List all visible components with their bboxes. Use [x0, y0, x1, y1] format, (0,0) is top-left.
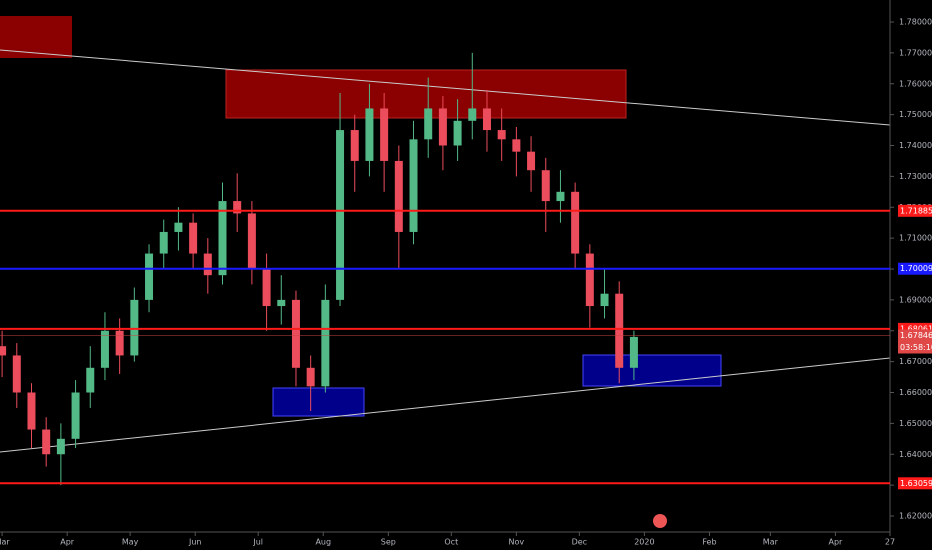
candle-body	[0, 346, 7, 356]
candle-body	[424, 108, 433, 140]
x-tick-label: Apr	[60, 538, 75, 547]
candle-body	[380, 108, 389, 161]
candle-body	[233, 201, 242, 214]
candle-body	[159, 231, 168, 254]
candle-body	[394, 160, 403, 232]
y-tick-label: 1.62000	[899, 512, 932, 521]
candle-body	[130, 299, 139, 356]
y-tick-label: 1.64000	[899, 450, 932, 459]
y-tick-label: 1.77000	[899, 48, 932, 57]
level-label-bg	[898, 477, 932, 490]
y-tick-label: 1.67000	[899, 357, 932, 366]
candle-body	[27, 392, 36, 430]
x-tick-label: Nov	[509, 538, 525, 547]
level-label: 1.71885	[900, 206, 932, 215]
y-tick-label: 1.76000	[899, 79, 932, 88]
candle-body	[541, 170, 550, 202]
candle-body	[512, 139, 521, 152]
candle-body	[409, 139, 418, 232]
x-tick-label: Oct	[444, 538, 458, 547]
last-price-label: 1.67846	[900, 331, 932, 340]
candle-body	[571, 191, 580, 254]
candle-body	[86, 367, 95, 393]
level-label: 1.70009	[900, 264, 932, 273]
x-tick-label: Apr	[829, 538, 844, 547]
x-tick-label: Mar	[763, 538, 779, 547]
candle-body	[56, 438, 65, 455]
candle-body	[321, 299, 330, 387]
x-tick-label: 2020	[634, 538, 654, 547]
level-label: 1.68061	[900, 324, 932, 333]
candle-body	[174, 222, 183, 232]
y-tick-label: 1.75000	[899, 110, 932, 119]
y-tick-label: 1.78000	[899, 18, 932, 27]
level-label-bg	[898, 204, 932, 217]
candle-body	[350, 130, 359, 161]
candle-body	[585, 253, 594, 307]
x-tick-label: Jul	[252, 538, 263, 547]
candle-body	[71, 392, 80, 439]
demand-zone	[582, 354, 722, 387]
candle-body	[527, 151, 536, 171]
y-tick-label: 1.65000	[899, 419, 932, 428]
x-tick-label: Feb	[702, 538, 716, 547]
event-badge[interactable]	[653, 514, 667, 528]
annotations	[0, 16, 891, 453]
candle-body	[291, 299, 300, 368]
y-tick-label: 1.66000	[899, 388, 932, 397]
candle-body	[556, 191, 565, 202]
candle-body	[277, 299, 286, 307]
candle-body	[615, 293, 624, 368]
candle-body	[306, 367, 315, 387]
countdown: 03:58:10	[900, 343, 932, 352]
x-tick-label: May	[122, 538, 139, 547]
y-tick-label: 1.73000	[899, 172, 932, 181]
candle-body	[12, 355, 21, 393]
candle-body	[203, 253, 212, 276]
candle-body	[438, 108, 447, 146]
candle-body	[42, 429, 51, 455]
candle-body	[145, 253, 154, 300]
level-label-bg	[898, 262, 932, 275]
candle-body	[100, 330, 109, 368]
demand-zone	[272, 387, 365, 417]
level-label: 1.63059	[900, 479, 932, 488]
y-tick-label: 1.74000	[899, 141, 932, 150]
last-price-bg	[898, 329, 932, 354]
candle-body	[482, 108, 491, 131]
candle-body	[365, 108, 374, 161]
y-tick-label: 1.71000	[899, 234, 932, 243]
x-tick-label: Sep	[381, 538, 396, 547]
trend-line	[0, 49, 891, 126]
y-tick-label: 1.69000	[899, 295, 932, 304]
x-tick-label: Dec	[572, 538, 587, 547]
candle-body	[218, 201, 227, 276]
x-tick-label: Jun	[188, 538, 202, 547]
x-tick-label: 27	[885, 538, 895, 547]
x-tick-label: Aug	[315, 538, 331, 547]
candle-body	[497, 130, 506, 140]
candle-body	[336, 130, 345, 300]
x-tick-label: Mar	[0, 538, 10, 547]
candle-body	[115, 330, 124, 356]
candle-body	[600, 293, 609, 307]
candle-body	[247, 213, 256, 269]
candle-body	[453, 120, 462, 146]
candle-body	[468, 108, 477, 121]
candle-body	[262, 269, 271, 307]
candle-body	[189, 222, 198, 254]
supply-zone	[0, 16, 72, 58]
candle-body	[629, 336, 638, 368]
trend-line	[0, 357, 891, 453]
